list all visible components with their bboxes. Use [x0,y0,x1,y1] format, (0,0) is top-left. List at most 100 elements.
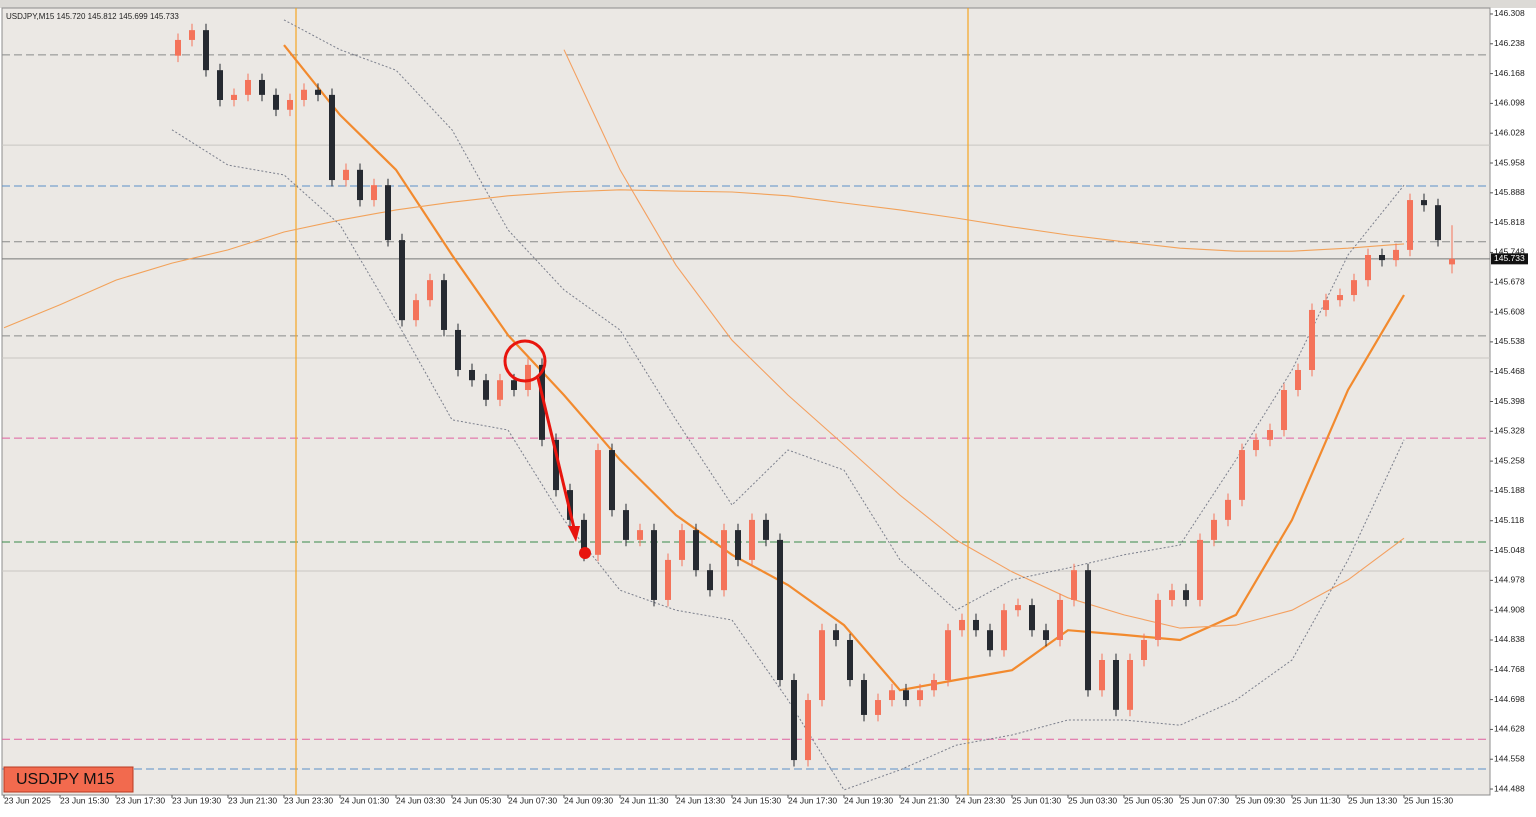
x-tick-label: 25 Jun 03:30 [1068,795,1117,805]
x-tick-label: 23 Jun 2025 [4,795,51,805]
candle-body [525,364,531,391]
symbol-label: USDJPY M15 [16,771,115,788]
x-tick-label: 24 Jun 17:30 [788,795,837,805]
x-tick-label: 25 Jun 07:30 [1180,795,1229,805]
x-tick-label: 24 Jun 03:30 [396,795,445,805]
candle-body [329,94,335,181]
x-tick-label: 24 Jun 01:30 [340,795,389,805]
candle-body [763,519,769,540]
x-tick-label: 24 Jun 11:30 [620,795,669,805]
candle-body [357,169,363,201]
candle-body [343,169,349,181]
y-tick-label: 145.538 [1494,336,1525,346]
indicator-line [563,49,1405,629]
annotation [503,339,591,559]
candle-body [693,530,699,571]
y-tick-label: 145.958 [1494,157,1525,167]
candle-body [413,300,419,321]
candle-body [1267,430,1273,440]
candle-body [777,539,783,681]
y-tick-label: 144.698 [1494,694,1525,704]
current-price-label: 145.733 [1494,253,1525,263]
y-tick-label: 145.118 [1494,515,1524,525]
y-tick-label: 145.328 [1494,426,1525,436]
y-tick-label: 146.028 [1494,127,1525,137]
plot-area [1,7,1491,796]
x-tick-label: 25 Jun 11:30 [1292,795,1341,805]
candle-body [1393,249,1399,261]
candle-body [581,519,587,555]
candle-body [1183,590,1189,600]
x-tick-label: 24 Jun 23:30 [956,795,1005,805]
y-tick-label: 144.978 [1494,575,1525,585]
candle-body [875,700,881,715]
indicator-line [283,44,1405,692]
x-tick-label: 25 Jun 15:30 [1404,795,1453,805]
candle-body [1001,610,1007,651]
candle-body [1197,539,1203,600]
target-dot [579,547,591,559]
y-tick-label: 144.558 [1494,753,1525,763]
candle-body [259,79,265,95]
y-tick-label: 146.168 [1494,68,1525,78]
indicators [3,19,1405,791]
candle-body [1141,639,1147,661]
candle-body [1155,599,1161,640]
x-tick-label: 23 Jun 19:30 [172,795,221,805]
candle-body [1085,570,1091,691]
candle-body [1309,309,1315,370]
candle-body [497,380,503,400]
axes: 146.308 146.238 146.168 146.098 146.028 145.9… [3,8,1528,805]
candle-body [483,380,489,400]
highlight-circle [503,339,547,383]
candle-body [637,530,643,540]
y-tick-label: 145.398 [1494,396,1525,406]
candle-body [945,630,951,681]
y-tick-label: 145.678 [1494,277,1525,287]
candle-body [959,619,965,631]
candle-body [385,185,391,241]
candle-body [1253,439,1259,451]
candle-body [189,30,195,40]
candle-body [287,99,293,110]
candle-body [455,329,461,370]
candle-body [553,439,559,491]
candle-body [301,89,307,100]
y-tick-label: 145.258 [1494,455,1525,465]
indicator-line [3,189,1405,329]
candle-body [1379,255,1385,261]
y-tick-label: 145.888 [1494,187,1525,197]
candle-body [203,30,209,71]
candle-body [805,700,811,761]
x-tick-label: 23 Jun 15:30 [60,795,109,805]
candle-body [1071,570,1077,600]
candle-body [665,559,671,600]
candle-body [791,680,797,761]
candle-body [1015,605,1021,611]
x-tick-label: 24 Jun 05:30 [452,795,501,805]
candle-body [973,619,979,631]
arrow-head [568,526,580,542]
candle-body [917,690,923,701]
candles [175,23,1455,767]
candle-body [987,630,993,651]
y-tick-label: 144.838 [1494,634,1525,644]
candle-body [1127,660,1133,710]
candle-body [539,364,545,440]
y-tick-label: 144.908 [1494,604,1525,614]
x-tick-label: 24 Jun 07:30 [508,795,557,805]
candle-body [399,240,405,321]
x-tick-label: 25 Jun 01:30 [1012,795,1061,805]
current-price-box [1491,253,1528,265]
candle-body [1099,660,1105,691]
y-tick-label: 144.488 [1494,783,1525,793]
y-tick-label: 145.818 [1494,217,1525,227]
x-tick-label: 23 Jun 17:30 [116,795,165,805]
candle-body [931,680,937,691]
candle-body [175,39,181,56]
x-tick-label: 25 Jun 05:30 [1124,795,1173,805]
toolbar-strip [0,0,1536,8]
x-tick-label: 25 Jun 13:30 [1348,795,1397,805]
candle-body [1351,280,1357,296]
